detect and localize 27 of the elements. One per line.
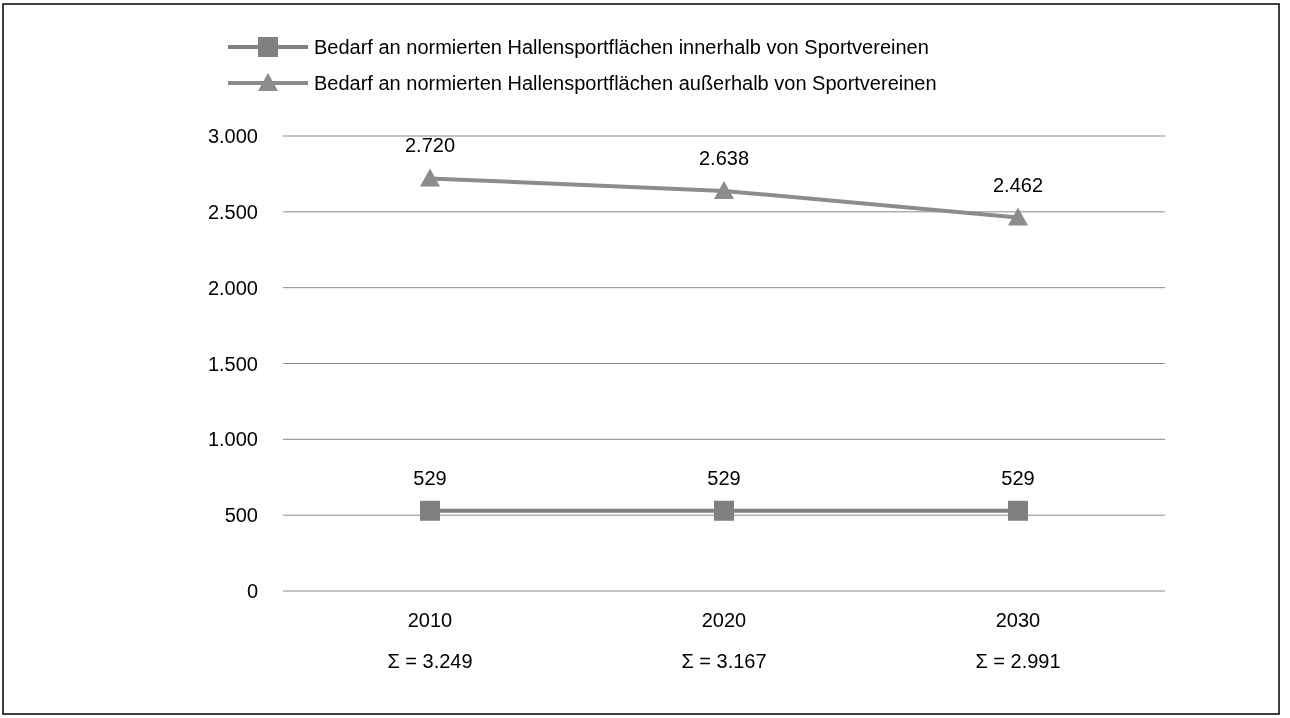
text: Σ = 3.167 — [681, 650, 767, 672]
legend-label: Bedarf an normierten Hallensportflächen innerhalb von Sportvereinen — [314, 36, 929, 58]
point — [1008, 500, 1028, 521]
y-tick-label: 1.500 — [207, 352, 258, 375]
data-label: 529 — [413, 466, 447, 489]
point — [714, 180, 734, 199]
data-label: 2.462 — [992, 173, 1044, 196]
y-tick-label: 500 — [224, 504, 258, 527]
legend-label: Bedarf an normierten Hallensportflächen außerhalb von Sportvereinen — [314, 72, 937, 94]
point — [714, 500, 734, 521]
x-tick-label: 2010 — [407, 609, 453, 631]
point — [420, 168, 440, 187]
y-tick-label: 2.000 — [207, 276, 258, 299]
text: Σ = 2.991 — [975, 650, 1061, 672]
point — [1008, 207, 1028, 226]
text: Σ = 3.249 — [387, 650, 473, 672]
data-label: 2.638 — [698, 146, 750, 169]
x-tick-label: 2020 — [701, 609, 747, 631]
point — [420, 500, 440, 521]
data-label: 529 — [707, 466, 741, 489]
data-label: 529 — [1001, 466, 1035, 489]
y-tick-label: 2.500 — [207, 200, 258, 223]
y-tick-label: 1.000 — [207, 428, 258, 451]
y-tick-label: 3.000 — [207, 125, 258, 147]
x-tick-label: 2030 — [995, 609, 1041, 631]
data-label: 2.720 — [404, 134, 456, 157]
y-tick-label: 0 — [246, 580, 258, 602]
